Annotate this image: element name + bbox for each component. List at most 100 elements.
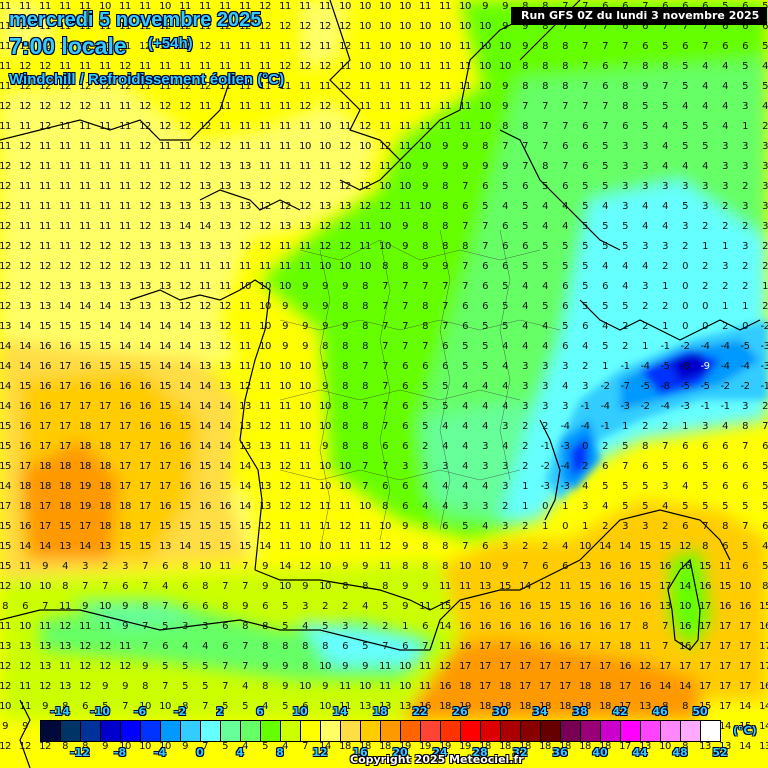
grid-value: 12 <box>179 21 191 32</box>
grid-value: 15 <box>639 581 651 592</box>
legend-tick-bottom: 12 <box>312 746 328 759</box>
grid-value: 9 <box>522 21 528 32</box>
grid-value: 10 <box>379 221 391 232</box>
grid-value: 10 <box>319 661 331 672</box>
grid-value: 13 <box>59 641 71 652</box>
legend-tick-top: -14 <box>50 705 70 718</box>
grid-value: 17 <box>499 661 511 672</box>
grid-value: 7 <box>562 101 568 112</box>
grid-value: 12 <box>79 641 91 652</box>
grid-value: 11 <box>139 1 151 12</box>
grid-value: 8 <box>522 81 528 92</box>
grid-value: 7 <box>242 581 248 592</box>
grid-value: 9 <box>302 281 308 292</box>
grid-value: 8 <box>762 581 768 592</box>
grid-value: 4 <box>502 201 508 212</box>
grid-value: 14 <box>199 421 211 432</box>
grid-value: 15 <box>239 541 251 552</box>
grid-value: 19 <box>79 481 91 492</box>
grid-value: 11 <box>59 601 71 612</box>
grid-value: 19 <box>459 741 471 752</box>
grid-value: 13 <box>339 201 351 212</box>
grid-value: 14 <box>199 221 211 232</box>
grid-value: 11 <box>99 181 111 192</box>
legend-swatch <box>701 721 720 741</box>
grid-value: 10 <box>419 41 431 52</box>
grid-value: 2 <box>762 301 768 312</box>
grid-value: 12 <box>319 61 331 72</box>
grid-value: 16 <box>619 601 631 612</box>
grid-value: 15 <box>159 521 171 532</box>
grid-value: 11 <box>79 221 91 232</box>
grid-value: 11 <box>19 221 31 232</box>
grid-value: -5 <box>700 381 710 392</box>
grid-value: 8 <box>362 341 368 352</box>
grid-value: 4 <box>682 101 688 112</box>
grid-value: 9 <box>102 681 108 692</box>
grid-value: 3 <box>542 361 548 372</box>
grid-value: 12 <box>0 581 11 592</box>
grid-value: 3 <box>622 141 628 152</box>
grid-value: 11 <box>439 81 451 92</box>
grid-value: 12 <box>99 241 111 252</box>
grid-value: 11 <box>0 41 11 52</box>
grid-value: 16 <box>39 401 51 412</box>
grid-value: 16 <box>139 381 151 392</box>
grid-value: 11 <box>59 141 71 152</box>
grid-value: 10 <box>199 561 211 572</box>
grid-value: 4 <box>442 481 448 492</box>
grid-value: 10 <box>99 1 111 12</box>
grid-value: 15 <box>99 341 111 352</box>
legend-swatch <box>621 721 641 741</box>
grid-value: 5 <box>382 601 388 612</box>
grid-value: 7 <box>522 101 528 112</box>
grid-value: 18 <box>119 501 131 512</box>
grid-value: 17 <box>79 521 91 532</box>
grid-value: 6 <box>602 281 608 292</box>
grid-value: 11 <box>279 161 291 172</box>
grid-value: 13 <box>219 221 231 232</box>
legend-tick-bottom: 0 <box>196 746 204 759</box>
grid-value: 16 <box>499 621 511 632</box>
grid-value: 5 <box>582 261 588 272</box>
grid-value: 7 <box>682 21 688 32</box>
grid-value: 17 <box>59 421 71 432</box>
grid-value: 10 <box>399 21 411 32</box>
grid-value: 18 <box>539 741 551 752</box>
grid-value: 6 <box>442 361 448 372</box>
grid-value: 9 <box>242 601 248 612</box>
grid-value: 4 <box>162 581 168 592</box>
grid-value: 11 <box>79 121 91 132</box>
grid-value: 18 <box>599 701 611 712</box>
grid-value: 7 <box>222 661 228 672</box>
grid-value: 10 <box>379 181 391 192</box>
grid-value: 12 <box>199 41 211 52</box>
grid-value: 5 <box>282 601 288 612</box>
grid-value: 11 <box>399 201 411 212</box>
grid-value: 10 <box>139 701 151 712</box>
grid-value: 4 <box>442 501 448 512</box>
grid-value: 12 <box>339 81 351 92</box>
grid-value: 17 <box>479 661 491 672</box>
grid-value: 4 <box>442 421 448 432</box>
grid-value: 5 <box>522 261 528 272</box>
grid-value: 11 <box>439 101 451 112</box>
grid-value: 11 <box>439 581 451 592</box>
grid-value: 16 <box>19 441 31 452</box>
legend-tick-top: 34 <box>532 705 548 718</box>
grid-value: -5 <box>640 381 650 392</box>
grid-value: 3 <box>422 461 428 472</box>
legend-tick-bottom: 20 <box>392 746 408 759</box>
grid-value: 12 <box>0 101 11 112</box>
grid-value: 5 <box>682 201 688 212</box>
grid-value: 16 <box>619 661 631 672</box>
grid-value: 11 <box>299 461 311 472</box>
grid-value: 11 <box>119 101 131 112</box>
grid-value: 16 <box>679 621 691 632</box>
grid-value: 15 <box>139 361 151 372</box>
grid-value: 14 <box>99 301 111 312</box>
grid-value: 14 <box>139 341 151 352</box>
grid-value: 7 <box>222 581 228 592</box>
grid-value: 6 <box>722 461 728 472</box>
